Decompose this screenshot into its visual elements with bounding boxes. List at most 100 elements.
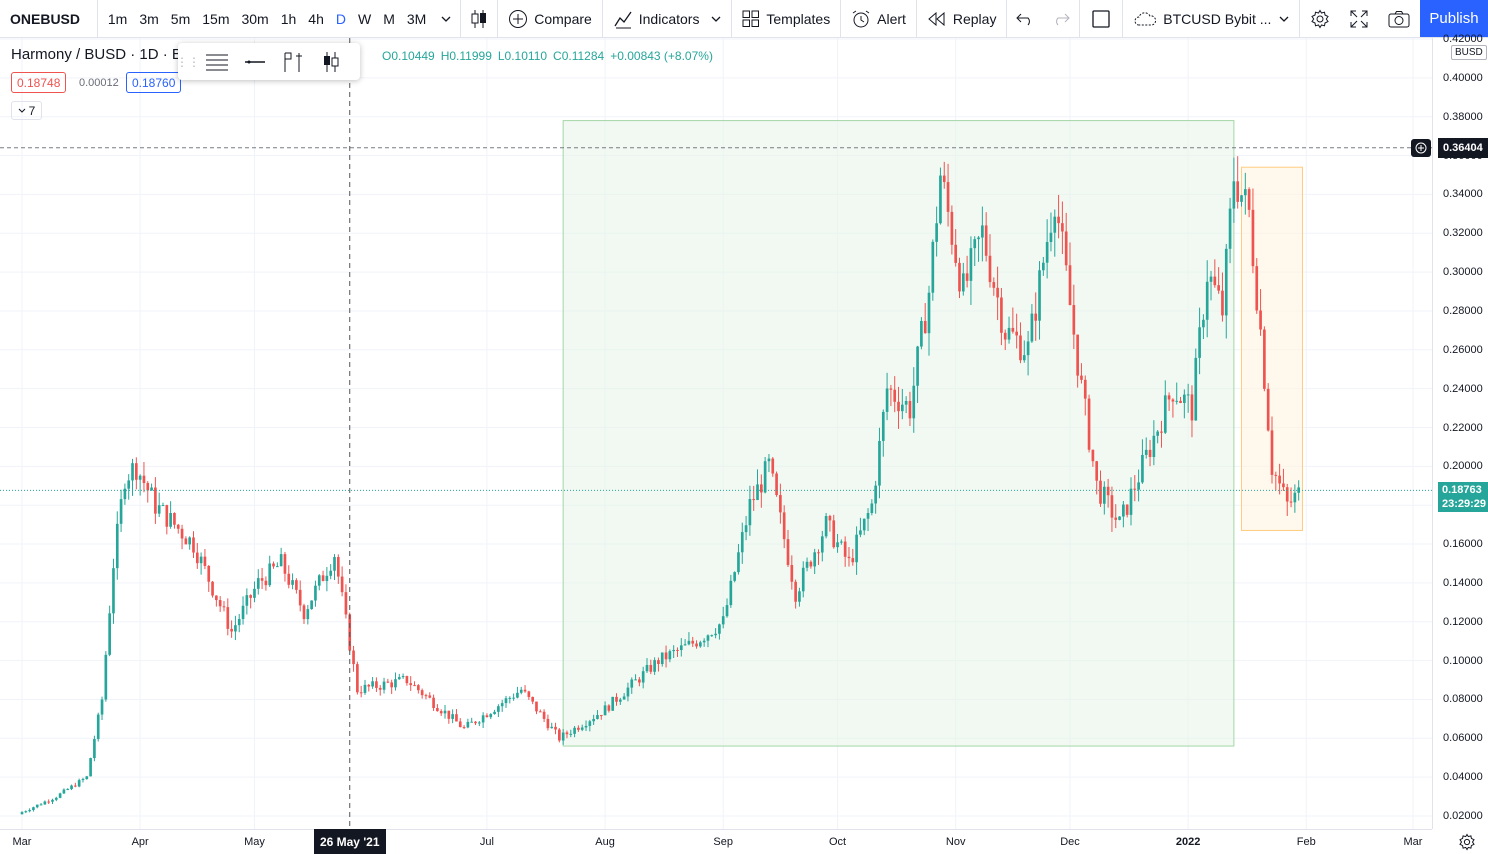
candle-body <box>626 687 630 697</box>
symbol-legend-title[interactable]: Harmony / BUSD · 1D · B <box>11 46 182 63</box>
candle-down <box>424 693 428 700</box>
price-axis[interactable]: 0.420000.400000.380000.360000.340000.320… <box>1432 33 1488 829</box>
candle-down <box>958 257 961 299</box>
add-line-plus-icon[interactable] <box>1411 138 1431 157</box>
time-axis[interactable]: Mar Apr May Jul Aug Sep Oct Nov Dec 2022 Feb Mar <box>0 829 1432 854</box>
candle-style-icon[interactable] <box>461 0 497 38</box>
interval-1m[interactable]: 1m <box>107 10 128 27</box>
candle-down <box>1076 334 1079 388</box>
candle-down <box>531 696 535 705</box>
candle-body <box>554 726 557 730</box>
candle-down <box>1003 329 1007 351</box>
line-width-icon[interactable] <box>236 43 274 80</box>
candle-up <box>279 547 283 567</box>
candle-up <box>973 236 977 267</box>
interval-W[interactable]: W <box>358 10 372 27</box>
undo-icon[interactable] <box>1007 0 1043 38</box>
candle-body <box>1282 483 1285 488</box>
settings-gear-icon[interactable] <box>1300 0 1340 38</box>
interval-3M[interactable]: 3M <box>406 10 427 27</box>
candle-down <box>1064 212 1068 271</box>
candle-down <box>458 718 462 728</box>
candle-up <box>1228 197 1232 264</box>
candle-body <box>70 785 73 790</box>
candle-down <box>195 542 199 569</box>
candle-up <box>58 792 62 799</box>
candle-body <box>104 654 108 700</box>
candle-body <box>1072 305 1076 335</box>
time-tick: Aug <box>595 836 615 848</box>
candle-down <box>1068 242 1072 306</box>
flag-bar-icon[interactable] <box>274 43 312 80</box>
candle-down <box>180 524 184 550</box>
candle-up <box>516 686 519 699</box>
interval-3m[interactable]: 3m <box>139 10 159 27</box>
interval-dropdown-chevron-icon[interactable] <box>432 0 460 38</box>
buy-price-button[interactable]: 0.18760 <box>126 72 182 93</box>
candle-up <box>1163 380 1167 435</box>
axis-currency-label[interactable]: BUSD <box>1451 45 1487 60</box>
candle-up <box>1205 260 1209 338</box>
candle-body <box>1297 487 1301 493</box>
candles-settings-icon[interactable] <box>312 43 350 80</box>
candle-body <box>321 575 325 582</box>
expand-icon[interactable] <box>1340 0 1378 38</box>
candle-up <box>900 388 904 420</box>
redo-icon[interactable] <box>1043 0 1079 38</box>
symbol-search[interactable]: ONEBUSD <box>10 10 81 27</box>
line-style-lines-icon[interactable] <box>198 43 236 80</box>
candle-down <box>832 514 836 549</box>
publish-button[interactable]: Publish <box>1420 0 1488 37</box>
candle-down <box>790 555 794 590</box>
candle-body <box>607 705 611 711</box>
candle-body <box>1205 281 1209 320</box>
toolbar-divider <box>601 0 603 38</box>
interval-15m[interactable]: 15m <box>202 10 230 27</box>
candle-body <box>752 499 756 501</box>
compare-button[interactable]: Compare <box>498 0 602 38</box>
candle-body <box>272 563 275 567</box>
time-tick: Sep <box>713 836 733 848</box>
candle-body <box>988 255 992 283</box>
candle-up <box>1118 516 1121 521</box>
interval-M[interactable]: M <box>383 10 395 27</box>
candle-body <box>786 539 790 565</box>
replay-button[interactable]: Replay <box>917 0 1007 38</box>
candle-up <box>939 167 942 225</box>
fullscreen-square-icon[interactable] <box>1080 0 1122 38</box>
candle-body <box>981 225 984 238</box>
templates-button[interactable]: Templates <box>732 0 840 38</box>
candle-down <box>1148 439 1152 467</box>
interval-4h[interactable]: 4h <box>308 10 324 27</box>
alert-button[interactable]: Alert <box>841 0 916 38</box>
candle-body <box>96 714 100 740</box>
candle-body <box>142 475 146 484</box>
candle-body <box>108 613 111 655</box>
interval-5m[interactable]: 5m <box>170 10 191 27</box>
interval-D[interactable]: D <box>335 10 346 27</box>
indicators-toggle[interactable]: 7 <box>11 101 42 120</box>
candle-body <box>599 715 603 717</box>
toolbar-divider <box>1299 0 1300 38</box>
drag-handle-icon[interactable]: ⋮⋮ <box>176 54 200 69</box>
candle-body <box>134 463 138 480</box>
interval-1h[interactable]: 1h <box>280 10 297 27</box>
candle-body <box>832 520 836 548</box>
indicators-button[interactable]: Indicators <box>603 0 732 38</box>
candle-down <box>847 547 851 567</box>
candle-body <box>881 411 885 441</box>
price-chart[interactable] <box>0 38 1432 829</box>
candle-down <box>523 685 527 693</box>
toolbar-divider <box>497 0 499 38</box>
candle-up <box>317 574 321 591</box>
candle-up <box>935 206 938 257</box>
sell-price-button[interactable]: 0.18748 <box>11 72 67 93</box>
camera-icon[interactable] <box>1378 0 1420 38</box>
interval-30m[interactable]: 30m <box>241 10 269 27</box>
candle-body <box>268 563 272 586</box>
candle-up <box>683 639 687 646</box>
candle-up <box>306 604 310 625</box>
chart-settings-gear-icon[interactable] <box>1458 833 1476 854</box>
candle-up <box>85 775 89 780</box>
layout-selector[interactable]: BTCUSD Bybit ... <box>1123 0 1299 38</box>
